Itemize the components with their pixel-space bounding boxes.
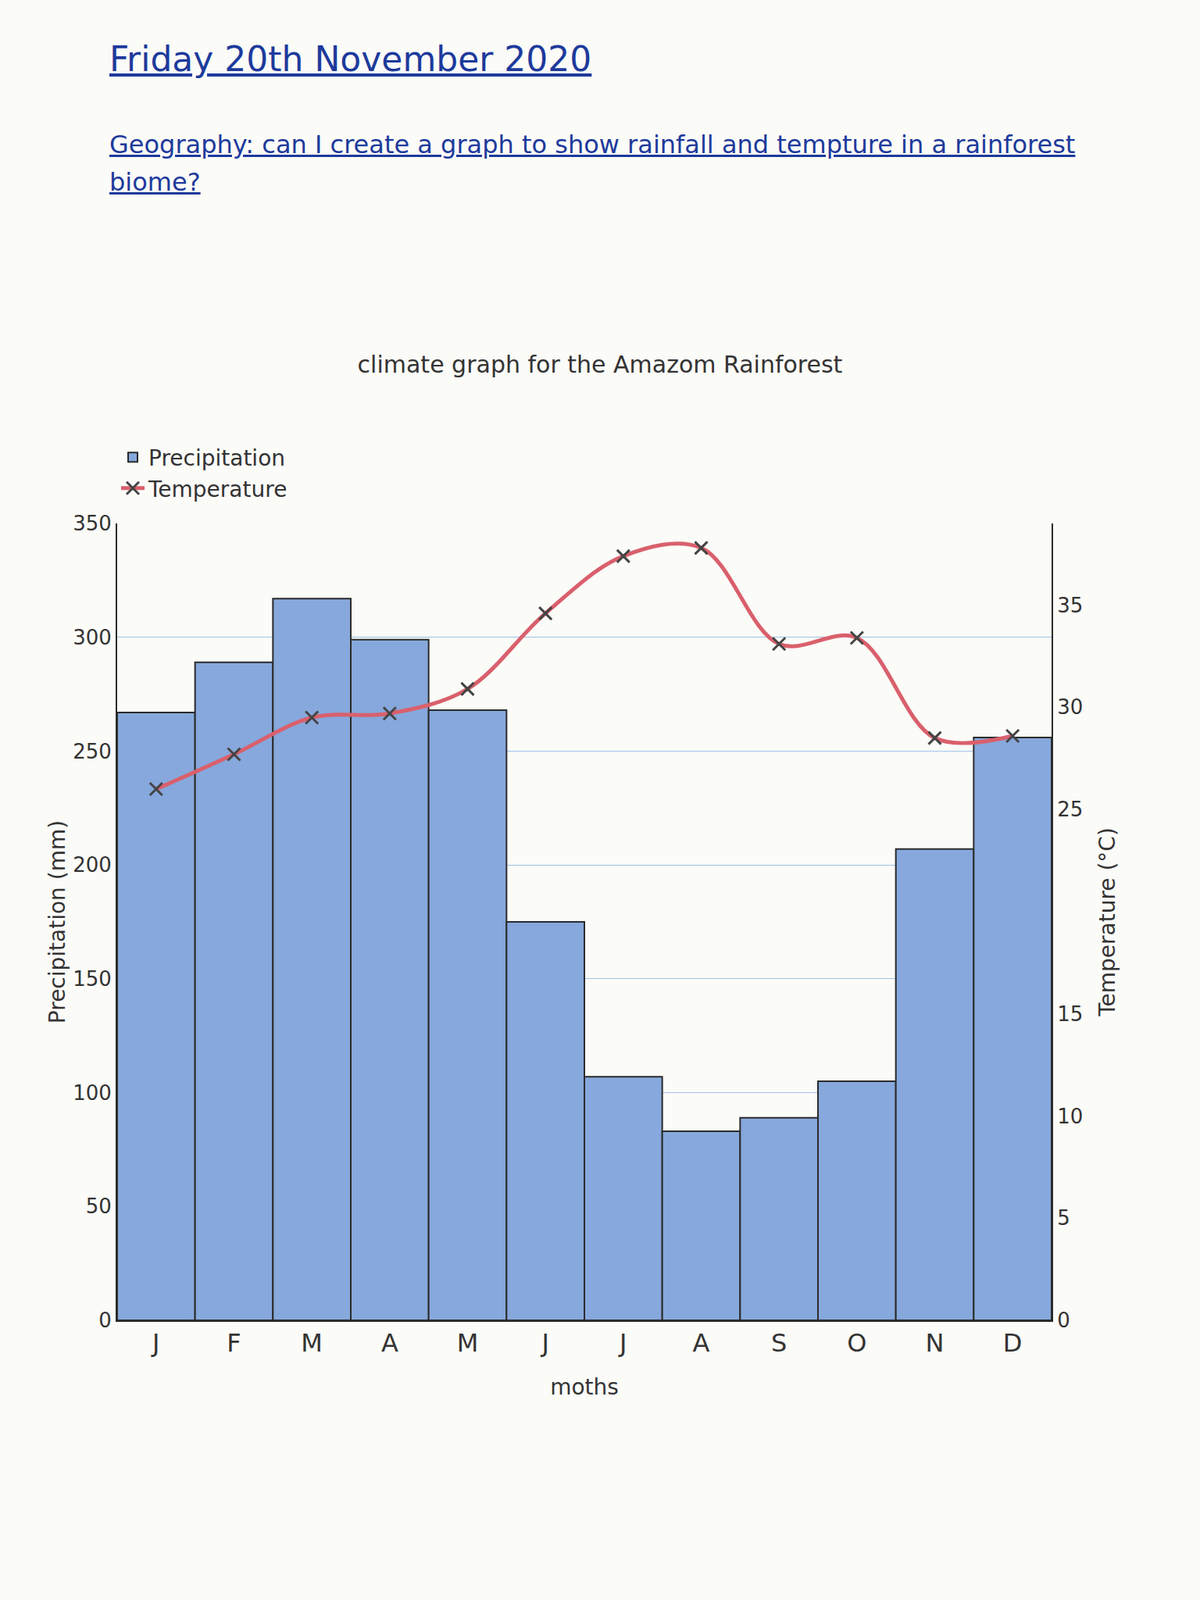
svg-text:O: O <box>846 1328 867 1358</box>
svg-text:M: M <box>300 1328 323 1358</box>
svg-text:10: 10 <box>1057 1104 1083 1129</box>
svg-text:250: 250 <box>72 739 112 764</box>
svg-text:35: 35 <box>1057 593 1083 618</box>
svg-text:0: 0 <box>1057 1308 1071 1333</box>
svg-text:N: N <box>925 1328 945 1358</box>
svg-text:15: 15 <box>1057 1002 1083 1026</box>
svg-text:200: 200 <box>72 853 112 877</box>
svg-text:5: 5 <box>1057 1206 1071 1230</box>
svg-text:J: J <box>617 1328 627 1358</box>
svg-text:50: 50 <box>85 1194 112 1218</box>
svg-text:D: D <box>1003 1328 1023 1358</box>
svg-text:A: A <box>381 1328 399 1358</box>
svg-text:J: J <box>150 1328 160 1358</box>
svg-text:Precipitation: Precipitation <box>148 445 286 472</box>
svg-text:M: M <box>457 1328 479 1358</box>
svg-text:Temperature (°C): Temperature (°C) <box>1094 827 1121 1018</box>
svg-text:F: F <box>226 1328 241 1358</box>
svg-text:Precipitation (mm): Precipitation (mm) <box>44 820 71 1024</box>
svg-text:25: 25 <box>1057 797 1083 822</box>
svg-text:moths: moths <box>550 1374 619 1400</box>
svg-text:S: S <box>771 1328 787 1358</box>
html-text:Friday 20th November 2020: Friday 20th November 2020 <box>109 39 592 79</box>
svg-text:150: 150 <box>72 967 112 991</box>
svg-text:350: 350 <box>72 511 112 536</box>
svg-text:climate graph for the Amazom R: climate graph for the Amazom Rainforest <box>357 350 843 379</box>
svg-text:A: A <box>692 1328 711 1358</box>
svg-text:300: 300 <box>72 625 112 650</box>
svg-text:J: J <box>539 1328 549 1358</box>
svg-text:Temperature: Temperature <box>147 476 287 503</box>
svg-text:0: 0 <box>98 1308 112 1333</box>
html-text:Geography: can I create a grap: Geography: can I create a graph to show … <box>109 129 1076 197</box>
svg-text:100: 100 <box>72 1081 112 1105</box>
svg-text:30: 30 <box>1057 695 1083 719</box>
